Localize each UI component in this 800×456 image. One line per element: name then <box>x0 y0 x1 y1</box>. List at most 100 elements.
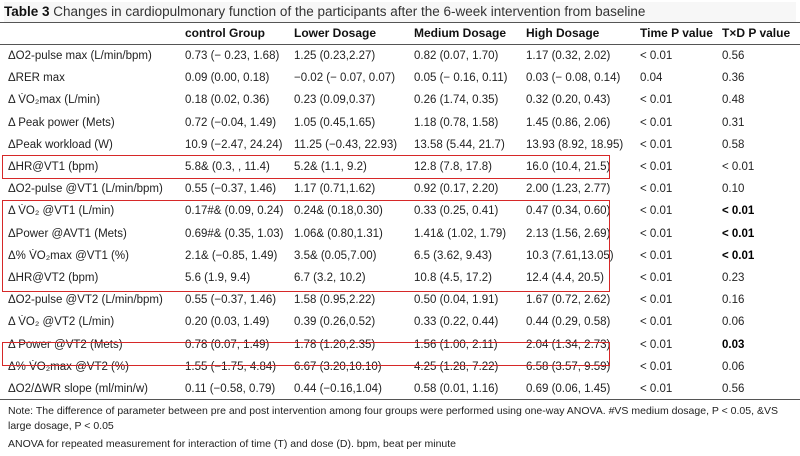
cell-txd-p: 0.06 <box>722 316 745 329</box>
cell-control: 0.20 (0.03, 1.49) <box>185 316 270 329</box>
cell-txd-p: < 0.01 <box>722 227 755 240</box>
cell-txd-p: 0.23 <box>722 272 745 284</box>
cell-lower: 1.17 (0.71,1.62) <box>294 183 376 196</box>
cell-time-p: < 0.01 <box>640 227 673 240</box>
cell-medium: 1.41& (1.02, 1.79) <box>414 227 507 240</box>
cell-medium: 0.82 (0.07, 1.70) <box>414 50 499 62</box>
cell-lower: 1.58 (0.95,2.22) <box>294 294 376 307</box>
row-label: Δ Peak power (Mets) <box>8 116 115 129</box>
cell-medium: 0.58 (0.01, 1.16) <box>414 383 499 395</box>
cell-control: 5.8& (0.3, , 11.4) <box>185 161 270 173</box>
header-row: control Group Lower Dosage Medium Dosage… <box>0 22 800 44</box>
table-row: ΔHR@VT2 (bpm) 5.6 (1.9, 9.4) 6.7 (3.2, 10.… <box>0 267 800 289</box>
table-row: Δ V̇O₂ @VT2 (L/min) 0.20 (0.03, 1.49) 0.39… <box>0 311 800 333</box>
row-label: Δ% V̇O₂max @VT1 (%) <box>8 249 129 262</box>
table-row: Δ V̇O₂max (L/min) 0.18 (0.02, 0.36) 0.23 (… <box>0 89 800 111</box>
cell-control: 0.55 (−0.37, 1.46) <box>185 294 277 307</box>
cell-medium: 6.5 (3.62, 9.43) <box>414 249 492 262</box>
cell-medium: 10.8 (4.5, 17.2) <box>414 272 492 284</box>
cell-medium: 0.33 (0.25, 0.41) <box>414 205 499 218</box>
cell-high: 10.3 (7.61,13.05) <box>526 249 614 262</box>
table-row: ΔO2/ΔWR slope (ml/min/w) 0.11 (−0.58, 0.7… <box>0 378 800 400</box>
cell-high: 2.04 (1.34, 2.73) <box>526 338 611 351</box>
cell-control: 1.55 (−1.75, 4.84) <box>185 360 277 373</box>
cell-time-p: < 0.01 <box>640 161 673 173</box>
cell-high: 16.0 (10.4, 21.5) <box>526 161 611 173</box>
cell-txd-p: 0.58 <box>722 138 745 151</box>
cell-time-p: < 0.01 <box>640 205 673 218</box>
cell-high: 1.45 (0.86, 2.06) <box>526 116 611 129</box>
cell-high: 0.03 (− 0.08, 0.14) <box>526 72 621 85</box>
cell-control: 0.72 (−0.04, 1.49) <box>185 116 277 129</box>
row-label: Δ Power @VT2 (Mets) <box>8 338 123 351</box>
row-label: Δ V̇O₂ @VT2 (L/min) <box>8 316 115 329</box>
cell-high: 0.44 (0.29, 0.58) <box>526 316 611 329</box>
cell-time-p: 0.04 <box>640 72 663 85</box>
cell-lower: 1.78 (1.20,2.35) <box>294 338 376 351</box>
cell-txd-p: < 0.01 <box>722 205 755 218</box>
cell-control: 0.73 (− 0.23, 1.68) <box>185 50 280 62</box>
cell-lower: 1.06& (0.80,1.31) <box>294 227 383 240</box>
cell-time-p: < 0.01 <box>640 116 673 129</box>
row-label: ΔO2/ΔWR slope (ml/min/w) <box>8 383 148 395</box>
cell-time-p: < 0.01 <box>640 338 673 351</box>
table-row: ΔPeak workload (W) 10.9 (−2.47, 24.24) 11.… <box>0 134 800 156</box>
cell-high: 0.69 (0.06, 1.45) <box>526 383 611 395</box>
cell-time-p: < 0.01 <box>640 50 673 62</box>
top-rule <box>0 22 800 23</box>
cell-control: 2.1& (−0.85, 1.49) <box>185 249 278 262</box>
header-medium-dosage: Medium Dosage <box>414 26 507 40</box>
cell-medium: 0.26 (1.74, 0.35) <box>414 94 499 107</box>
cell-medium: 0.05 (− 0.16, 0.11) <box>414 72 508 85</box>
cell-lower: 6.67 (3.20,10.10) <box>294 360 382 373</box>
cell-control: 0.17#& (0.09, 0.24) <box>185 205 284 218</box>
row-label: Δ% V̇O₂max @VT2 (%) <box>8 360 129 373</box>
table-row: Δ% V̇O₂max @VT2 (%) 1.55 (−1.75, 4.84) 6.6… <box>0 356 800 378</box>
row-label: ΔO2-pulse max (L/min/bpm) <box>8 50 152 62</box>
cell-lower: 1.25 (0.23,2.27) <box>294 50 376 62</box>
cell-medium: 1.18 (0.78, 1.58) <box>414 116 499 129</box>
row-label: Δ V̇O₂max (L/min) <box>8 94 101 107</box>
cell-lower: 11.25 (−0.43, 22.93) <box>294 138 398 151</box>
cell-lower: 1.05 (0.45,1.65) <box>294 116 376 129</box>
cell-lower: 5.2& (1.1, 9.2) <box>294 161 367 173</box>
cell-txd-p: 0.03 <box>722 338 745 351</box>
row-label: ΔPeak workload (W) <box>8 138 113 151</box>
table-row: Δ Peak power (Mets) 0.72 (−0.04, 1.49) 1.0… <box>0 112 800 134</box>
row-label: ΔRER max <box>8 72 65 85</box>
cell-txd-p: 0.10 <box>722 183 745 196</box>
table-caption: Table 3 Changes in cardiopulmonary funct… <box>4 2 796 22</box>
cell-time-p: < 0.01 <box>640 316 673 329</box>
row-label: Δ V̇O₂ @VT1 (L/min) <box>8 205 115 218</box>
cell-txd-p: 0.48 <box>722 94 745 107</box>
cell-time-p: < 0.01 <box>640 360 673 373</box>
cell-high: 1.67 (0.72, 2.62) <box>526 294 611 307</box>
table-note: Note: The difference of parameter betwee… <box>8 405 778 432</box>
cell-time-p: < 0.01 <box>640 138 673 151</box>
header-high-dosage: High Dosage <box>526 26 600 40</box>
cell-high: 13.93 (8.92, 18.95) <box>526 138 624 151</box>
row-label: ΔO2-pulse @VT1 (L/min/bpm) <box>8 183 163 196</box>
cell-high: 2.13 (1.56, 2.69) <box>526 227 611 240</box>
cell-high: 2.00 (1.23, 2.77) <box>526 183 611 196</box>
cell-medium: 0.92 (0.17, 2.20) <box>414 183 499 196</box>
header-txd-p: T×D P value <box>722 26 791 40</box>
cell-high: 1.17 (0.32, 2.02) <box>526 50 611 62</box>
table-row: ΔO2-pulse @VT1 (L/min/bpm) 0.55 (−0.37, 1… <box>0 178 800 200</box>
cell-lower: 6.7 (3.2, 10.2) <box>294 272 366 284</box>
cell-control: 0.55 (−0.37, 1.46) <box>185 183 277 196</box>
cell-lower: 3.5& (0.05,7.00) <box>294 249 377 262</box>
cell-high: 0.47 (0.34, 0.60) <box>526 205 611 218</box>
cell-control: 0.11 (−0.58, 0.79) <box>185 383 276 395</box>
cell-time-p: < 0.01 <box>640 249 673 262</box>
cell-medium: 12.8 (7.8, 17.8) <box>414 161 492 173</box>
row-label: ΔPower @AVT1 (Mets) <box>8 227 127 240</box>
table-row: ΔPower @AVT1 (Mets) 0.69#& (0.35, 1.03) 1.… <box>0 223 800 245</box>
cell-time-p: < 0.01 <box>640 383 673 395</box>
cell-control: 5.6 (1.9, 9.4) <box>185 272 251 284</box>
table-row: ΔHR@VT1 (bpm) 5.8& (0.3, , 11.4) 5.2& (1.1… <box>0 156 800 178</box>
header-lower-dosage: Lower Dosage <box>294 26 377 40</box>
table-row: Δ% V̇O₂max @VT1 (%) 2.1& (−0.85, 1.49) 3.5… <box>0 245 800 267</box>
row-label: ΔHR@VT2 (bpm) <box>8 272 99 284</box>
cell-high: 6.58 (3.57, 9.59) <box>526 360 611 373</box>
